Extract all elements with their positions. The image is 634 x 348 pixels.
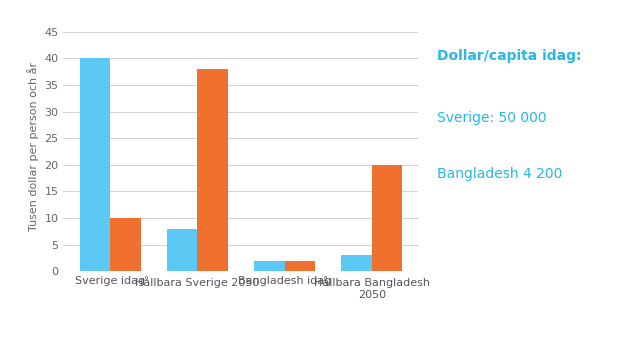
Y-axis label: Tusen dollar per person och år: Tusen dollar per person och år — [27, 62, 39, 231]
Text: Bangladesh 4 200: Bangladesh 4 200 — [437, 167, 563, 181]
Bar — [197, 69, 228, 271]
Bar — [341, 255, 372, 271]
Text: Sverige: 50 000: Sverige: 50 000 — [437, 111, 547, 125]
Bar — [285, 261, 315, 271]
Bar — [372, 165, 403, 271]
Text: Dollar/capita idag:: Dollar/capita idag: — [437, 49, 582, 63]
Bar — [79, 58, 110, 271]
Bar — [254, 261, 285, 271]
Bar — [110, 218, 141, 271]
Bar — [167, 229, 197, 271]
